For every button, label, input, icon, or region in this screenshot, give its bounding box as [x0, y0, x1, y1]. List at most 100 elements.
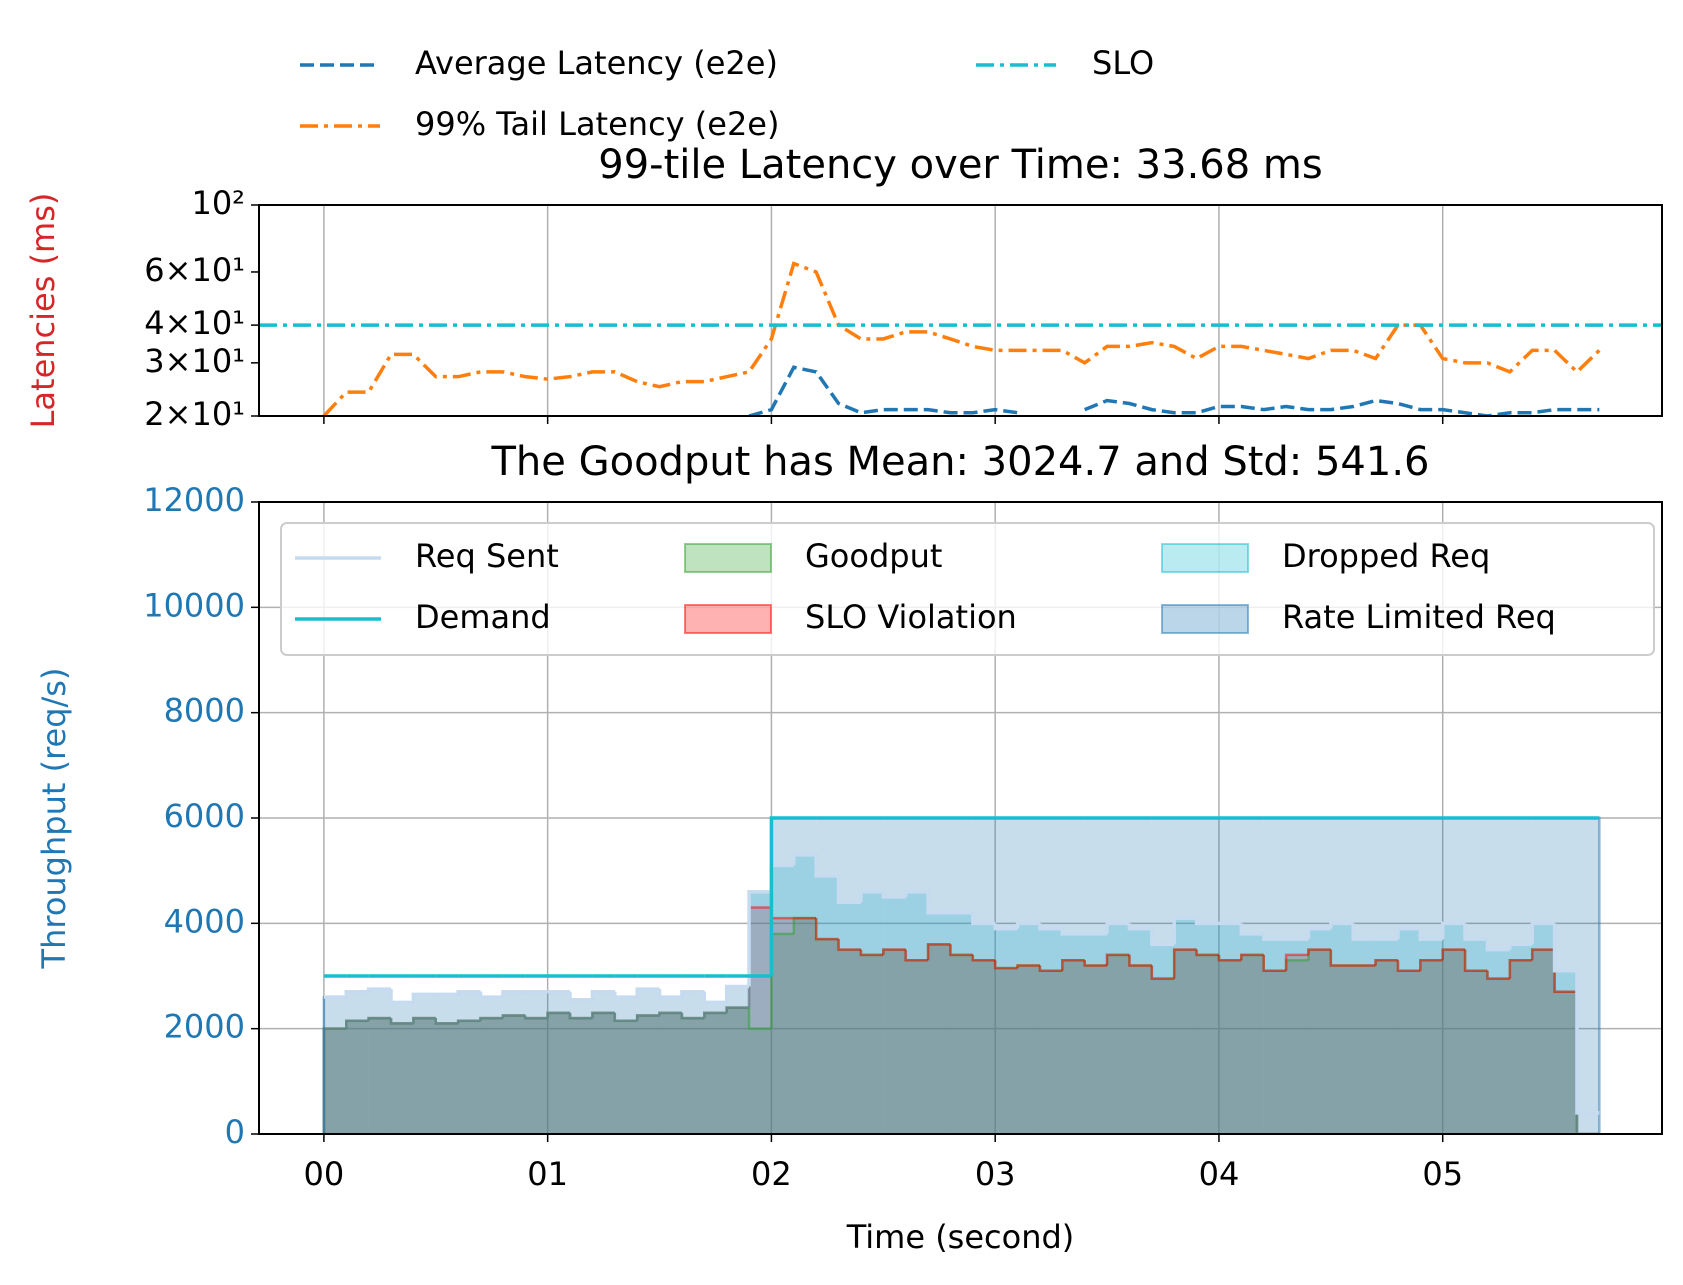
area-bin [1330, 818, 1354, 1134]
step-line [568, 991, 593, 1002]
area-bin [1509, 960, 1533, 1134]
area-bin [1465, 970, 1488, 1134]
area-bin [346, 1020, 369, 1134]
area-bin [1241, 954, 1264, 1134]
step-line [1015, 921, 1040, 929]
area-bin [1397, 818, 1421, 1134]
area-bin [1554, 991, 1577, 1134]
area-bin [614, 1020, 638, 1134]
step-line [724, 984, 750, 1003]
area-bin [995, 928, 1018, 1134]
area-edge [1441, 948, 1466, 961]
area-bin [793, 818, 817, 1134]
area-bin [1174, 949, 1197, 1134]
area-bin [1532, 949, 1555, 1134]
area-bin [458, 1020, 481, 1134]
area-bin [1442, 923, 1466, 1134]
area-bin [413, 994, 436, 1134]
y-tick-label: 0 [225, 1113, 245, 1151]
area-bin [1062, 960, 1085, 1134]
step-line [366, 987, 392, 992]
area-edge [412, 1016, 436, 1024]
area-bin [1330, 965, 1354, 1134]
area-bin [659, 1012, 682, 1134]
y-tick-label: 2×10¹ [144, 395, 245, 433]
area-bin [1218, 923, 1242, 1134]
legend-swatch [1161, 604, 1249, 634]
step-line [1239, 923, 1264, 936]
area-bin [368, 1018, 392, 1134]
step-line [1552, 923, 1577, 973]
area-bin [391, 1002, 414, 1134]
area-bin [391, 1023, 414, 1134]
step-line [1575, 970, 1600, 1115]
step-line [1418, 928, 1443, 941]
area-bin [1263, 970, 1287, 1134]
area-bin [995, 968, 1018, 1134]
area-edge [725, 1006, 750, 1013]
area-bin [1397, 970, 1421, 1134]
area-edge [1038, 965, 1063, 972]
area-edge [1061, 958, 1085, 971]
area-bin [323, 1028, 347, 1134]
area-edge [1329, 949, 1354, 967]
area-edge [546, 1011, 571, 1019]
area-bin [1286, 960, 1309, 1134]
area-bin [480, 997, 503, 1134]
area-bin [749, 907, 772, 1134]
area-bin [1554, 818, 1577, 1134]
step-line [702, 991, 727, 1005]
area-bin [637, 1015, 660, 1134]
area-bin [950, 818, 973, 1134]
area-bin [1375, 939, 1398, 1134]
area-edge [1262, 954, 1287, 972]
area-bin [637, 1015, 660, 1134]
area-bin [928, 944, 951, 1134]
area-bin [614, 997, 638, 1134]
step-line [814, 854, 839, 878]
area-bin [1241, 954, 1264, 1134]
area-bin [1151, 818, 1175, 1134]
area-bin [458, 1020, 481, 1134]
area-bin [793, 918, 817, 1134]
area-bin [704, 1012, 727, 1134]
legend-label: Req Sent [415, 537, 559, 575]
legend-label: Dropped Req [1282, 537, 1490, 575]
step-line [501, 990, 526, 998]
area-bin [905, 818, 929, 1134]
area-edge [926, 943, 951, 961]
area-bin [1442, 818, 1466, 1134]
area-bin [413, 1018, 436, 1134]
area-bin [1286, 939, 1309, 1134]
x-axis-label: Time (second) [846, 1218, 1075, 1256]
area-bin [1174, 949, 1197, 1134]
area-bin [637, 1015, 660, 1134]
area-bin [928, 944, 951, 1134]
area-bin [1151, 978, 1175, 1134]
legend-label: SLO Violation [805, 598, 1017, 636]
area-edge [1307, 948, 1331, 955]
area-bin [1330, 923, 1354, 1134]
area-bin [972, 960, 996, 1134]
area-edge [1284, 953, 1309, 971]
area-bin [793, 854, 817, 1134]
area-bin [749, 1028, 772, 1134]
area-bin [323, 1028, 347, 1134]
step-line [590, 990, 615, 1000]
area-bin [1196, 954, 1219, 1134]
area-edge [389, 1018, 414, 1025]
axes-frame [258, 204, 1663, 417]
legend-swatch [684, 604, 772, 634]
area-bin [1509, 944, 1533, 1134]
step-line [1306, 926, 1331, 940]
area-bin [525, 1018, 548, 1134]
legend-label: Rate Limited Req [1282, 598, 1556, 636]
area-bin [860, 954, 884, 1134]
area-bin [1107, 818, 1130, 1134]
latency-line [322, 261, 1601, 416]
area-edge [389, 989, 414, 1004]
step-line [1396, 926, 1421, 940]
plot-area [259, 502, 1662, 1134]
area-edge [1150, 965, 1175, 980]
